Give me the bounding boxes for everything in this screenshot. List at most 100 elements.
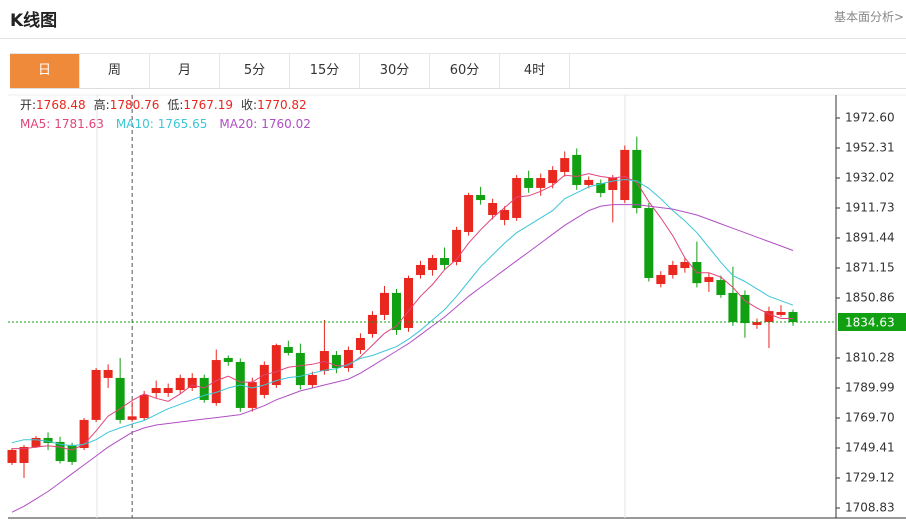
ohlc-label: 收: xyxy=(241,98,257,112)
candle-body xyxy=(91,369,101,420)
y-tick-label: 1708.83 xyxy=(845,501,895,515)
ma-value: 1765.65 xyxy=(158,117,208,131)
ma-label: MA20: xyxy=(219,117,257,131)
candle-body xyxy=(536,178,546,188)
candle-body xyxy=(247,382,257,408)
candle-body xyxy=(391,292,401,331)
ma-label: MA5: xyxy=(20,117,50,131)
candle-body xyxy=(476,195,486,201)
candle-body xyxy=(19,446,29,463)
ohlc-label: 开: xyxy=(20,98,36,112)
candle-body xyxy=(175,377,185,391)
candle-body xyxy=(151,387,161,394)
candle-body xyxy=(367,314,377,335)
ma-label: MA10: xyxy=(116,117,154,131)
candle-body xyxy=(740,294,750,324)
candle-body xyxy=(764,311,774,323)
page-title: K线图 xyxy=(10,11,58,31)
candle-body xyxy=(223,357,233,362)
ohlc-label: 低: xyxy=(167,98,183,112)
candle-body xyxy=(440,258,450,265)
candle-body xyxy=(548,170,558,184)
candle-body xyxy=(464,195,474,232)
candle-body xyxy=(656,275,666,285)
candle-body xyxy=(163,387,173,394)
candle-body xyxy=(379,292,389,315)
candle-body xyxy=(704,277,714,282)
candle-body xyxy=(644,208,654,278)
candle-body xyxy=(343,349,353,369)
candle-body xyxy=(500,209,510,221)
candle-body xyxy=(331,355,341,369)
y-tick-label: 1972.60 xyxy=(845,110,895,124)
candle-body xyxy=(416,264,426,276)
candle-body xyxy=(572,154,582,185)
y-tick-label: 1952.31 xyxy=(845,140,895,154)
candle-body xyxy=(452,229,462,263)
ohlc-value: 1767.19 xyxy=(183,98,233,112)
candle-body xyxy=(560,158,570,172)
candle-body xyxy=(283,347,293,353)
period-tab[interactable]: 5分 xyxy=(220,54,290,88)
candle-body xyxy=(728,292,738,323)
candle-body xyxy=(512,178,522,218)
moving-average-line xyxy=(11,178,794,447)
ma-info: MA5: 1781.63 MA10: 1765.65 MA20: 1760.02 xyxy=(20,117,311,131)
period-tab[interactable]: 15分 xyxy=(290,54,360,88)
period-tab[interactable]: 4时 xyxy=(500,54,570,88)
period-tabs: 日周月 5分 15分 30分 60分 4时 xyxy=(10,53,906,89)
period-tab[interactable]: 日 xyxy=(10,54,80,88)
candle-body xyxy=(584,179,594,185)
candle-body xyxy=(67,444,77,462)
candle-body xyxy=(752,322,762,325)
candle-body xyxy=(488,203,498,215)
period-tab[interactable]: 周 xyxy=(80,54,150,88)
candle-body xyxy=(788,311,798,322)
candle-body xyxy=(620,149,630,201)
candle-body xyxy=(668,264,678,276)
candle-body xyxy=(139,394,149,419)
candle-body xyxy=(295,352,305,386)
ohlc-label: 高: xyxy=(94,97,110,112)
candle-body xyxy=(307,374,317,386)
ohlc-value: 1770.82 xyxy=(257,98,307,112)
candle-body xyxy=(680,262,690,269)
y-tick-label: 1911.73 xyxy=(845,200,895,214)
candle-body xyxy=(211,360,221,404)
fundamental-link[interactable]: 基本面分析> xyxy=(833,10,904,24)
candle-body xyxy=(199,377,209,400)
candle-body xyxy=(716,280,726,295)
y-tick-label: 1810.28 xyxy=(845,350,895,364)
ma-value: 1760.02 xyxy=(261,117,311,131)
period-tab[interactable]: 月 xyxy=(150,54,220,88)
y-tick-label: 1749.41 xyxy=(845,441,895,455)
candle-body xyxy=(43,437,53,443)
candle-body xyxy=(55,441,65,462)
y-tick-label: 1789.99 xyxy=(845,381,895,395)
candle-body xyxy=(608,178,618,191)
candle-body xyxy=(31,437,41,447)
y-tick-label: 1891.44 xyxy=(845,230,895,244)
candle-body xyxy=(632,149,642,209)
y-tick-label: 1871.15 xyxy=(845,260,895,274)
y-tick-label: 1850.86 xyxy=(845,290,895,304)
y-tick-label: 1769.70 xyxy=(845,411,895,425)
candle-body xyxy=(103,369,113,378)
y-tick-label: 1729.12 xyxy=(845,471,895,485)
candle-body xyxy=(7,449,17,463)
candle-body xyxy=(428,258,438,270)
candle-body xyxy=(524,178,534,188)
candle-body xyxy=(187,377,197,388)
separator xyxy=(0,38,906,39)
candle-body xyxy=(355,338,365,350)
y-tick-label: 1932.02 xyxy=(845,170,895,184)
moving-average-line xyxy=(11,204,794,513)
candle-body xyxy=(776,311,786,315)
ohlc-value: 1768.48 xyxy=(36,98,86,112)
candle-body xyxy=(259,364,269,395)
candle-body xyxy=(79,419,89,449)
period-tab[interactable]: 30分 xyxy=(360,54,430,88)
period-tab[interactable]: 60分 xyxy=(430,54,500,88)
candle-body xyxy=(271,345,281,386)
